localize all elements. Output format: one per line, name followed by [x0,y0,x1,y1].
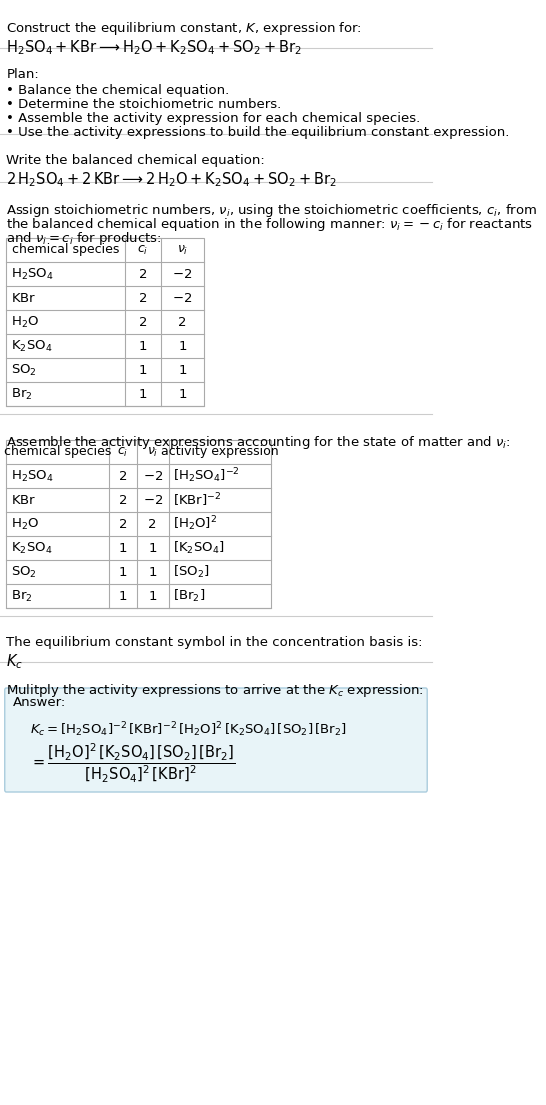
Text: $[\text{H}_2\text{O}]^2$: $[\text{H}_2\text{O}]^2$ [173,515,217,534]
Text: activity expression: activity expression [161,445,279,459]
Text: $\nu_i$: $\nu_i$ [147,445,158,459]
FancyBboxPatch shape [5,688,427,792]
Text: $\text{SO}_2$: $\text{SO}_2$ [11,565,37,579]
Text: and $\nu_i = c_i$ for products:: and $\nu_i = c_i$ for products: [7,230,162,248]
Text: 2: 2 [149,517,157,530]
Text: 1: 1 [178,364,187,377]
Text: $K_c = [\text{H}_2\text{SO}_4]^{-2}\,[\text{KBr}]^{-2}\,[\text{H}_2\text{O}]^2\,: $K_c = [\text{H}_2\text{SO}_4]^{-2}\,[\t… [30,720,347,739]
Text: $\nu_i$: $\nu_i$ [177,243,188,256]
Text: 2: 2 [119,494,127,506]
Text: 1: 1 [178,388,187,400]
Text: $[\text{SO}_2]$: $[\text{SO}_2]$ [173,564,210,580]
Text: chemical species: chemical species [4,445,111,459]
Text: $-2$: $-2$ [143,470,163,483]
Text: Answer:: Answer: [13,696,66,709]
Text: $\text{K}_2\text{SO}_4$: $\text{K}_2\text{SO}_4$ [11,540,52,556]
Text: $c_i$: $c_i$ [117,445,129,459]
Text: $[\text{Br}_2]$: $[\text{Br}_2]$ [173,588,205,604]
Text: $[\text{KBr}]^{-2}$: $[\text{KBr}]^{-2}$ [173,492,222,508]
Text: chemical species: chemical species [12,243,120,256]
Text: $[\text{K}_2\text{SO}_4]$: $[\text{K}_2\text{SO}_4]$ [173,540,225,556]
Text: $\text{Br}_2$: $\text{Br}_2$ [11,387,33,401]
Text: 2: 2 [119,470,127,483]
Text: $\text{K}_2\text{SO}_4$: $\text{K}_2\text{SO}_4$ [11,338,52,354]
Text: 1: 1 [119,566,127,579]
Text: 1: 1 [149,589,157,602]
Text: The equilibrium constant symbol in the concentration basis is:: The equilibrium constant symbol in the c… [7,636,423,649]
Text: the balanced chemical equation in the following manner: $\nu_i = -c_i$ for react: the balanced chemical equation in the fo… [7,215,533,233]
Text: 1: 1 [119,541,127,555]
Text: 2: 2 [139,292,147,305]
Text: 1: 1 [178,339,187,352]
Text: $\text{KBr}$: $\text{KBr}$ [11,494,37,506]
Text: $\text{SO}_2$: $\text{SO}_2$ [11,362,37,378]
Text: • Determine the stoichiometric numbers.: • Determine the stoichiometric numbers. [7,98,282,111]
Bar [7,440,271,608]
Text: 1: 1 [139,364,147,377]
Text: 2: 2 [139,267,147,281]
Text: $[\text{H}_2\text{SO}_4]^{-2}$: $[\text{H}_2\text{SO}_4]^{-2}$ [173,466,240,485]
Text: Assemble the activity expressions accounting for the state of matter and $\nu_i$: Assemble the activity expressions accoun… [7,434,511,451]
Text: $\text{H}_2\text{O}$: $\text{H}_2\text{O}$ [11,516,39,532]
Text: $\text{H}_2\text{O}$: $\text{H}_2\text{O}$ [11,315,39,329]
Text: 1: 1 [149,566,157,579]
Text: $\text{Br}_2$: $\text{Br}_2$ [11,589,33,603]
Text: $\text{KBr}$: $\text{KBr}$ [11,292,37,305]
Text: Mulitply the activity expressions to arrive at the $K_c$ expression:: Mulitply the activity expressions to arr… [7,682,424,699]
Text: 2: 2 [178,316,187,328]
Text: 1: 1 [119,589,127,602]
Text: Plan:: Plan: [7,69,39,81]
Bar [7,238,204,406]
Text: 1: 1 [139,388,147,400]
Text: $K_c$: $K_c$ [7,652,23,671]
Text: $-2$: $-2$ [172,292,193,305]
Text: 1: 1 [149,541,157,555]
Text: • Balance the chemical equation.: • Balance the chemical equation. [7,84,229,97]
Text: • Use the activity expressions to build the equilibrium constant expression.: • Use the activity expressions to build … [7,126,510,139]
Text: 2: 2 [139,316,147,328]
Text: $2\,\text{H}_2\text{SO}_4 + 2\,\text{KBr} \longrightarrow 2\,\text{H}_2\text{O} : $2\,\text{H}_2\text{SO}_4 + 2\,\text{KBr… [7,170,337,189]
Text: $\text{H}_2\text{SO}_4 + \text{KBr} \longrightarrow \text{H}_2\text{O} + \text{K: $\text{H}_2\text{SO}_4 + \text{KBr} \lon… [7,38,302,56]
Text: $\text{H}_2\text{SO}_4$: $\text{H}_2\text{SO}_4$ [11,469,54,484]
Text: $\text{H}_2\text{SO}_4$: $\text{H}_2\text{SO}_4$ [11,266,54,282]
Text: $= \dfrac{[\text{H}_2\text{O}]^2\,[\text{K}_2\text{SO}_4]\,[\text{SO}_2]\,[\text: $= \dfrac{[\text{H}_2\text{O}]^2\,[\text… [30,741,235,786]
Text: $-2$: $-2$ [143,494,163,506]
Text: $-2$: $-2$ [172,267,193,281]
Text: 2: 2 [119,517,127,530]
Text: $c_i$: $c_i$ [137,243,149,256]
Text: Construct the equilibrium constant, $K$, expression for:: Construct the equilibrium constant, $K$,… [7,20,362,36]
Text: • Assemble the activity expression for each chemical species.: • Assemble the activity expression for e… [7,112,420,125]
Text: Write the balanced chemical equation:: Write the balanced chemical equation: [7,154,265,167]
Text: 1: 1 [139,339,147,352]
Text: Assign stoichiometric numbers, $\nu_i$, using the stoichiometric coefficients, $: Assign stoichiometric numbers, $\nu_i$, … [7,202,537,219]
